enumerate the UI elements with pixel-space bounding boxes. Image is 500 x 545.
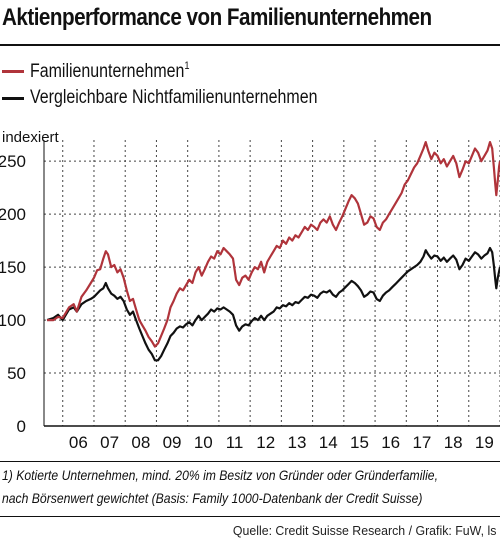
series-line-nonfamily [46,246,500,362]
x-tick-label: 18 [444,433,463,452]
y-tick-label: 150 [0,258,26,277]
y-tick-label: 50 [7,364,26,383]
x-tick-label: 15 [350,433,369,452]
footnote-line-1: 1) Kotierte Unternehmen, mind. 20% im Be… [2,467,438,483]
x-tick-label: 09 [163,433,182,452]
x-tick-label: 16 [381,433,400,452]
legend-item-nonfamily: Vergleichbare Nichtfamilienunternehmen [2,86,372,110]
x-tick-label: 19 [475,433,494,452]
legend-swatch-nonfamily [2,96,24,100]
y-axis-unit-label: indexiert [2,129,60,146]
series-line-family [47,141,500,348]
x-tick-label: 14 [319,433,338,452]
source-rule [0,516,500,517]
y-tick-label: 0 [17,417,26,436]
source-credit: Quelle: Credit Suisse Research / Grafik:… [232,523,496,538]
x-tick-label: 11 [226,433,244,452]
footnote-line-2: nach Börsenwert gewichtet (Basis: Family… [2,490,423,506]
chart-title: Aktienperformance von Familienunternehme… [2,4,432,31]
x-tick-label: 08 [131,433,150,452]
y-tick-label: 200 [0,205,26,224]
title-rule [0,44,500,46]
legend-label-family: Familienunternehmen1 [30,59,190,82]
footnote-rule [0,461,500,462]
x-tick-label: 06 [69,433,88,452]
legend-item-family: Familienunternehmen1 [2,59,220,83]
y-tick-label: 100 [0,311,26,330]
x-tick-label: 10 [194,433,213,452]
legend-swatch-family [2,69,24,73]
y-tick-label: 250 [0,152,26,171]
x-tick-label: 13 [288,433,307,452]
x-tick-label: 17 [412,433,431,452]
x-tick-label: 07 [100,433,119,452]
x-tick-label: 12 [256,433,275,452]
legend-label-nonfamily: Vergleichbare Nichtfamilienunternehmen [30,87,318,108]
line-chart: indexiert 0 50 100 150 200 250 06 07 08 09 10 11 12 13… [0,129,500,452]
